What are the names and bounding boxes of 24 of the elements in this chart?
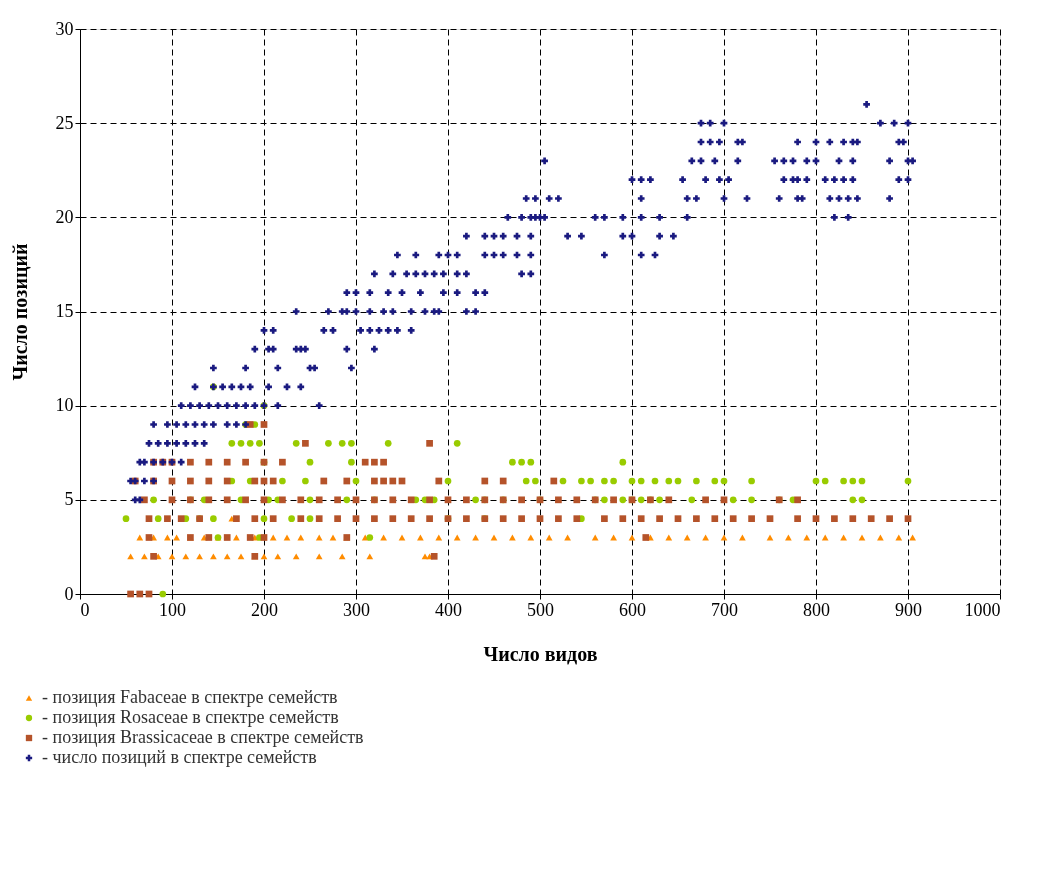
x-tick-label: 900 — [895, 599, 922, 620]
x-tick-label: 300 — [343, 599, 370, 620]
y-tick-label: 10 — [55, 395, 74, 416]
y-tick-label: 30 — [55, 18, 74, 39]
x-tick-label: 700 — [711, 599, 738, 620]
legend-label: - позиция Brassicaceae в спектре семейств — [42, 727, 364, 747]
y-tick-label: 15 — [55, 301, 74, 321]
x-tick-label: 200 — [251, 599, 278, 620]
y-axis-title: Число позиций — [8, 243, 31, 381]
legend-label: - число позиций в спектре семейств — [42, 747, 317, 767]
x-tick-label: 100 — [159, 599, 186, 620]
legend-label: - позиция Fabaceae в спектре семейств — [42, 687, 338, 707]
legend-label: - позиция Rosaceae в спектре семейств — [42, 707, 339, 727]
y-tick-label: 0 — [64, 583, 74, 604]
y-tick-label: 25 — [55, 112, 74, 133]
y-tick-label: 5 — [64, 489, 74, 510]
x-tick-label: 400 — [435, 599, 462, 620]
x-axis-title: Число видов — [483, 642, 598, 665]
x-tick-label: 0 — [80, 599, 90, 620]
x-tick-label: 500 — [527, 599, 554, 620]
x-tick-label: 800 — [803, 599, 830, 620]
y-tick-label: 20 — [55, 206, 74, 227]
x-tick-label: 600 — [619, 599, 646, 620]
x-tick-label: 1000 — [964, 599, 1001, 620]
